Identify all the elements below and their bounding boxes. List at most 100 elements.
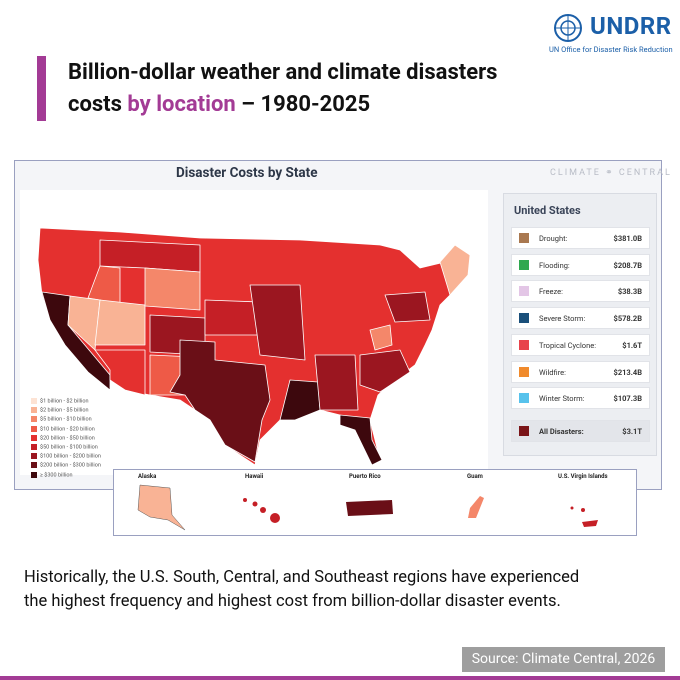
org-full-name: UN Office for Disaster Risk Reduction — [549, 45, 673, 54]
cost-row: Tropical Cyclone: $1.6T — [511, 333, 650, 356]
row-value: $3.1T — [622, 427, 642, 436]
row-label: Flooding: — [539, 260, 570, 270]
legend-label: $10 billion - $20 billion — [40, 426, 95, 433]
legend-swatch — [31, 462, 37, 469]
legend-swatch — [31, 425, 37, 432]
title-text: – 1980-2025 — [241, 92, 371, 117]
row-value: $1.6T — [622, 340, 642, 350]
inset-label: U.S. Virgin Islands — [558, 473, 608, 480]
legend-item: $20 billion - $50 billion — [31, 434, 95, 442]
inset-label: Guam — [467, 473, 483, 480]
swatch — [519, 366, 529, 377]
row-value: $38.3B — [617, 287, 642, 297]
legend-label: $1 billion - $2 billion — [40, 398, 89, 405]
inset-label: Hawaii — [245, 473, 264, 480]
legend-swatch — [31, 407, 37, 414]
state — [314, 354, 359, 411]
legend-label: $5 billion - $10 billion — [40, 416, 92, 423]
legend-item: $2 billion - $5 billion — [31, 407, 89, 414]
legend-label: $20 billion - $50 billion — [40, 435, 95, 442]
row-label: All Disasters: — [539, 427, 584, 436]
cost-row: Severe Storm: $578.2B — [511, 307, 650, 330]
swatch — [519, 286, 529, 297]
inset-shape — [243, 498, 280, 523]
cost-row: Flooding: $208.7B — [511, 253, 650, 276]
panel-title: Disaster Costs by State — [176, 165, 318, 181]
title-text: costs — [68, 92, 122, 117]
title-highlight: by location — [127, 92, 236, 117]
swatch — [519, 313, 529, 324]
state — [94, 349, 146, 396]
row-label: Tropical Cyclone: — [539, 340, 597, 350]
brand: CLIMATE ⚭ CENTRAL — [550, 168, 672, 178]
swatch — [519, 259, 529, 270]
row-label: Severe Storm: — [539, 314, 586, 324]
cost-row: All Disasters: $3.1T — [511, 420, 650, 442]
state — [279, 379, 321, 421]
inset-shape — [570, 506, 598, 527]
un-emblem — [554, 14, 582, 42]
body-text: Historically, the U.S. South, Central, a… — [24, 568, 580, 587]
swatch — [519, 339, 529, 350]
swatch — [519, 393, 529, 404]
legend-item: $1 billion - $2 billion — [31, 398, 89, 404]
source-note: Source: Climate Central, 2026 — [462, 647, 665, 672]
row-label: Drought: — [539, 234, 568, 243]
state — [439, 244, 471, 296]
swatch — [519, 426, 529, 436]
swatch — [519, 233, 529, 243]
accent-bar — [37, 56, 46, 121]
legend-item: $100 billion - $200 billion — [31, 453, 101, 460]
body-text: the highest frequency and highest cost f… — [24, 592, 561, 611]
row-value: $213.4B — [613, 367, 642, 377]
cost-row: Wildfire: $213.4B — [511, 360, 650, 383]
legend-item: $10 billion - $20 billion — [31, 425, 95, 433]
legend-swatch — [31, 471, 37, 478]
legend-swatch — [31, 416, 37, 423]
row-value: $578.2B — [613, 314, 642, 324]
state — [369, 324, 393, 351]
state — [169, 339, 271, 463]
legend-swatch — [31, 434, 37, 441]
org-logo: UNDRR — [590, 12, 672, 40]
cost-row: Winter Storm: $107.3B — [511, 387, 650, 410]
row-value: $208.7B — [613, 260, 642, 270]
legend-label: ≥ $300 billion — [40, 472, 73, 479]
legend-label: $200 billion - $300 billion — [40, 462, 101, 469]
us-map — [37, 227, 471, 466]
inset-label: Puerto Rico — [349, 473, 381, 480]
legend-label: $2 billion - $5 billion — [40, 407, 89, 414]
legend-swatch — [31, 453, 37, 460]
cost-row: Freeze: $38.3B — [511, 280, 650, 303]
legend-swatch — [31, 444, 37, 450]
state — [384, 291, 431, 323]
inset-shapes — [137, 484, 598, 531]
state — [94, 299, 146, 346]
state — [339, 414, 383, 466]
state — [249, 284, 306, 361]
row-value: $107.3B — [613, 394, 642, 404]
legend-label: $50 billion - $100 billion — [40, 444, 98, 451]
legend-item: ≥ $300 billion — [31, 471, 73, 479]
row-label: Wildfire: — [539, 367, 566, 377]
legend-item: $50 billion - $100 billion — [31, 444, 98, 450]
bottom-bar — [0, 676, 680, 680]
inset-shape — [468, 496, 484, 518]
row-label: Freeze: — [539, 287, 563, 297]
state — [144, 267, 201, 311]
legend-label: $100 billion - $200 billion — [40, 453, 101, 460]
inset-shape — [137, 484, 186, 531]
row-label: Winter Storm: — [539, 394, 585, 404]
legend-item: $200 billion - $300 billion — [31, 462, 101, 469]
legend-swatch — [31, 398, 37, 404]
legend-item: $5 billion - $10 billion — [31, 416, 92, 423]
title-line: Billion-dollar weather and climate disas… — [68, 60, 498, 85]
sidebar-title: United States — [514, 204, 581, 217]
title-line: costs by location – 1980-2025 — [68, 92, 370, 117]
row-value: $381.0B — [613, 234, 642, 243]
inset-label: Alaska — [138, 473, 157, 480]
state — [359, 349, 411, 393]
cost-row: Drought: $381.0B — [511, 227, 650, 249]
inset-shape — [346, 500, 393, 516]
